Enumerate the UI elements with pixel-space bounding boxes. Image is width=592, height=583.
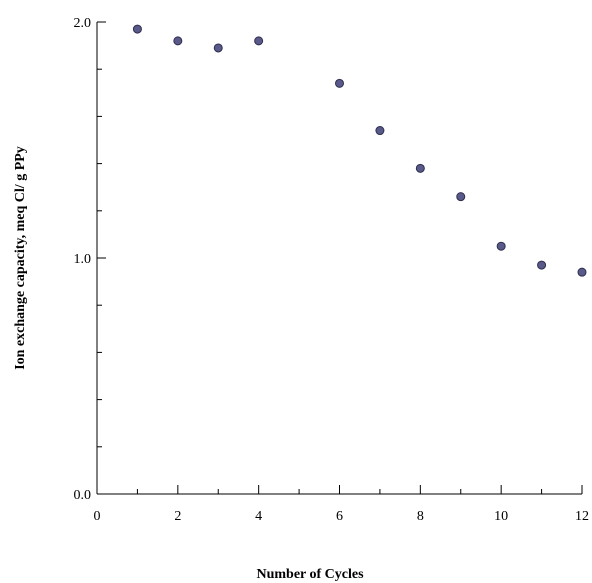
x-axis-ticks: 0 2 4 6 8 10 12 (94, 485, 589, 524)
y-tick-label: 2.0 (74, 16, 92, 31)
data-point (456, 192, 466, 202)
y-tick-label: 0.0 (74, 488, 92, 503)
x-tick-label: 2 (174, 509, 181, 524)
data-point (132, 24, 142, 34)
data-point (415, 163, 425, 173)
y-axis-title: Ion exchange capacity, meq Cl/ g PPy (13, 146, 28, 370)
x-tick-label: 12 (575, 509, 589, 524)
x-tick-label: 10 (494, 509, 508, 524)
data-point (335, 78, 344, 88)
data-point (375, 126, 385, 136)
data-point (254, 36, 264, 46)
x-tick-label: 8 (417, 509, 424, 524)
data-point (537, 260, 547, 270)
data-point (173, 36, 183, 46)
data-point (213, 43, 223, 53)
x-axis-title: Number of Cycles (256, 567, 364, 582)
x-tick-label: 6 (336, 509, 343, 524)
x-tick-label: 4 (255, 509, 262, 524)
data-point (577, 267, 587, 277)
y-axis-ticks: 0.0 1.0 2.0 (74, 16, 106, 503)
x-tick-label: 0 (94, 509, 101, 524)
data-point (496, 241, 506, 251)
data-points (132, 24, 587, 277)
plot-area (96, 22, 582, 495)
y-tick-label: 1.0 (74, 252, 92, 267)
